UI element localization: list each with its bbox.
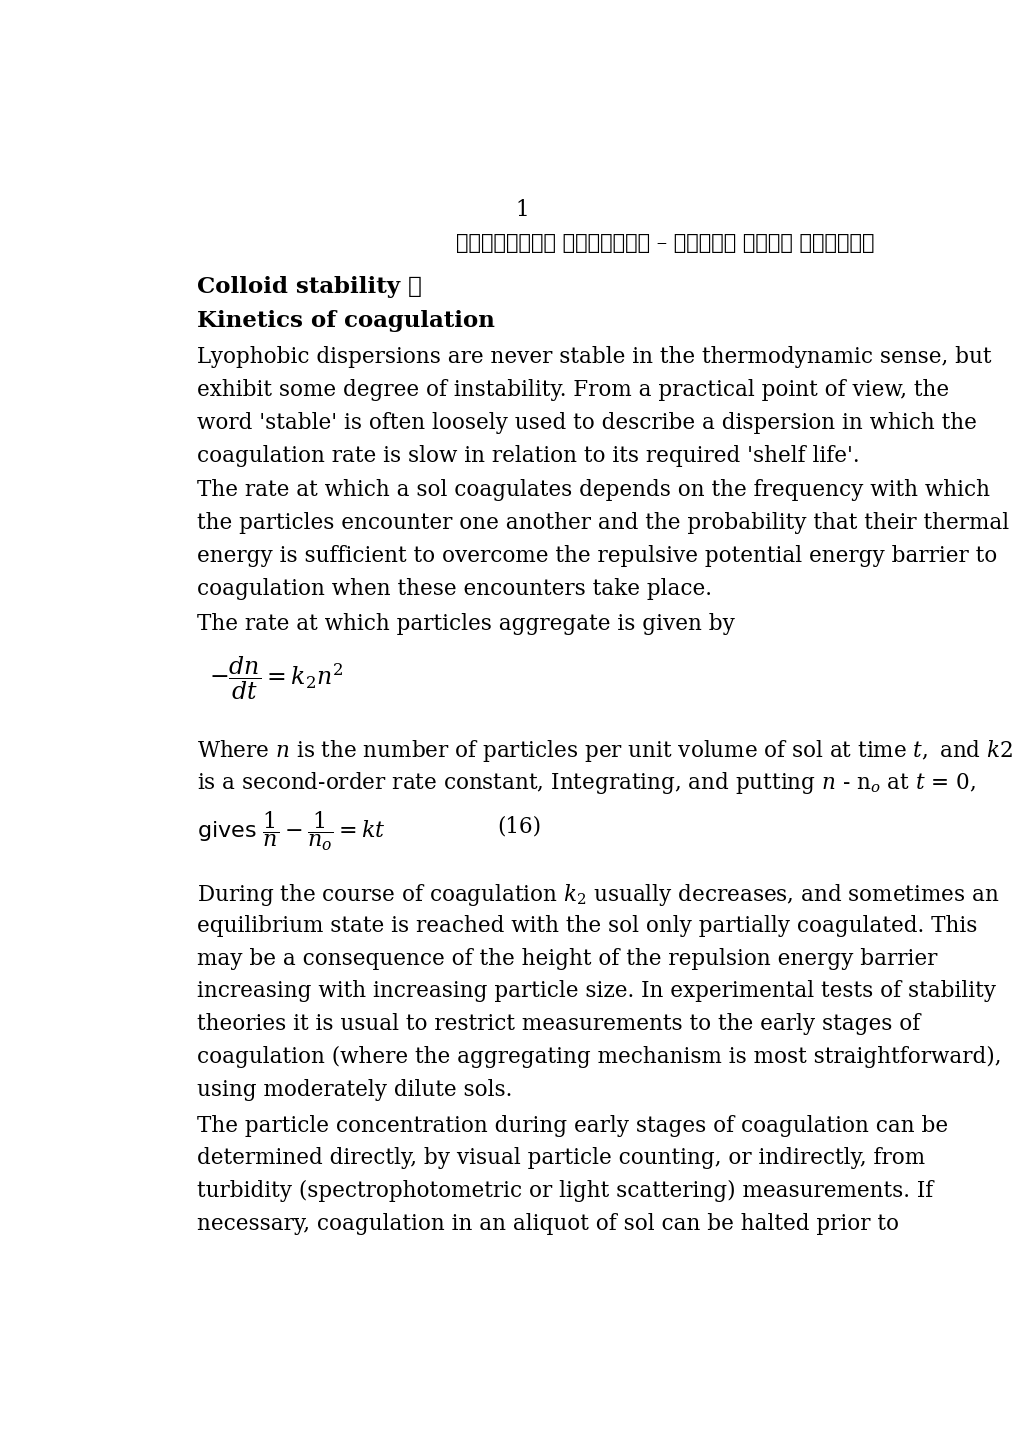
Text: equilibrium state is reached with the sol only partially coagulated. This: equilibrium state is reached with the so… [197,914,976,937]
Text: Lyophobic dispersions are never stable in the thermodynamic sense, but: Lyophobic dispersions are never stable i… [197,346,990,368]
Text: (16): (16) [497,815,541,838]
Text: word 'stable' is often loosely used to describe a dispersion in which the: word 'stable' is often loosely used to d… [197,412,976,434]
Text: Colloid stability ٣: Colloid stability ٣ [197,277,422,298]
Text: Where $n$ is the number of particles per unit volume of sol at time $t,$ and $k$: Where $n$ is the number of particles per… [197,738,1012,764]
Text: $-\dfrac{dn}{dt} = k_2n^2$: $-\dfrac{dn}{dt} = k_2n^2$ [209,655,343,702]
Text: 1: 1 [516,199,529,221]
Text: During the course of coagulation $k_2$ usually decreases, and sometimes an: During the course of coagulation $k_2$ u… [197,883,999,908]
Text: المحاضرة الثالثة – ثالثة علوم كيمياء: المحاضرة الثالثة – ثالثة علوم كيمياء [455,234,873,254]
Text: may be a consequence of the height of the repulsion energy barrier: may be a consequence of the height of th… [197,947,936,969]
Text: is a second-order rate constant, Integrating, and putting $n$ - n$_o$ at $t$ = 0: is a second-order rate constant, Integra… [197,770,975,796]
Text: The particle concentration during early stages of coagulation can be: The particle concentration during early … [197,1115,948,1136]
Text: theories it is usual to restrict measurements to the early stages of: theories it is usual to restrict measure… [197,1014,919,1035]
Text: coagulation (where the aggregating mechanism is most straightforward),: coagulation (where the aggregating mecha… [197,1045,1001,1069]
Text: using moderately dilute sols.: using moderately dilute sols. [197,1079,512,1100]
Text: coagulation when these encounters take place.: coagulation when these encounters take p… [197,578,711,600]
Text: turbidity (spectrophotometric or light scattering) measurements. If: turbidity (spectrophotometric or light s… [197,1180,932,1203]
Text: necessary, coagulation in an aliquot of sol can be halted prior to: necessary, coagulation in an aliquot of … [197,1213,898,1234]
Text: the particles encounter one another and the probability that their thermal: the particles encounter one another and … [197,512,1008,534]
Text: exhibit some degree of instability. From a practical point of view, the: exhibit some degree of instability. From… [197,379,949,401]
Text: determined directly, by visual particle counting, or indirectly, from: determined directly, by visual particle … [197,1148,924,1169]
Text: gives $\dfrac{1}{n}-\dfrac{1}{n_o}=kt$: gives $\dfrac{1}{n}-\dfrac{1}{n_o}=kt$ [197,810,385,854]
Text: The rate at which a sol coagulates depends on the frequency with which: The rate at which a sol coagulates depen… [197,480,989,502]
Text: coagulation rate is slow in relation to its required 'shelf life'.: coagulation rate is slow in relation to … [197,444,859,467]
Text: increasing with increasing particle size. In experimental tests of stability: increasing with increasing particle size… [197,981,996,1002]
Text: Kinetics of coagulation: Kinetics of coagulation [197,310,494,332]
Text: The rate at which particles aggregate is given by: The rate at which particles aggregate is… [197,613,735,634]
Text: energy is sufficient to overcome the repulsive potential energy barrier to: energy is sufficient to overcome the rep… [197,545,997,567]
